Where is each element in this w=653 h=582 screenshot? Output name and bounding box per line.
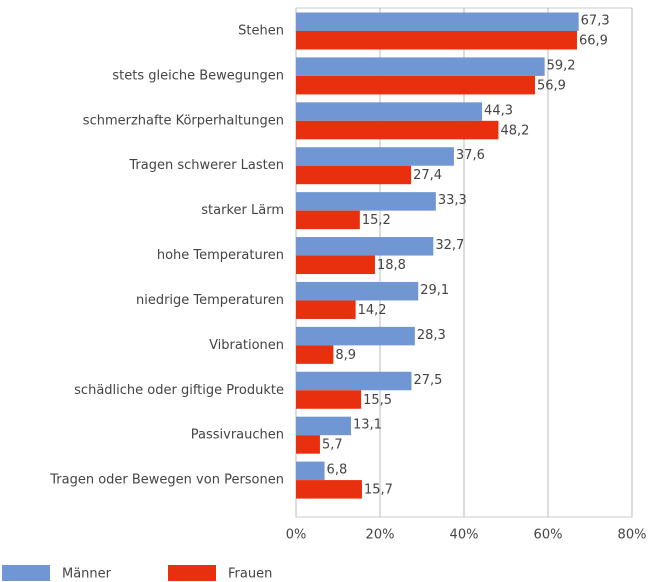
y-tick-label: schädliche oder giftige Produkte [74,383,284,398]
bar [296,147,454,166]
bar [296,371,412,391]
bar [296,57,545,76]
data-label: 13,1 [353,418,382,433]
data-label: 48,2 [500,123,529,138]
bar [296,102,483,121]
bar [296,165,412,185]
data-label: 27,5 [414,373,443,388]
bar [296,255,375,275]
data-label: 15,5 [363,393,392,408]
bar [296,192,436,211]
y-tick-label: Tragen schwerer Lasten [128,158,284,173]
data-label: 33,3 [438,193,467,208]
data-label: 66,9 [579,34,608,49]
y-tick-label: Passivrauchen [191,428,284,443]
y-tick-label: niedrige Temperaturen [136,293,284,308]
x-tick-label: 0% [286,528,307,543]
data-label: 5,7 [322,438,343,453]
data-label: 29,1 [420,283,449,298]
bar [296,461,325,481]
y-tick-label: Tragen oder Bewegen von Personen [49,473,284,488]
bar [296,12,579,31]
y-tick-label: Stehen [238,24,284,39]
bar [296,75,535,95]
y-tick-label: starker Lärm [201,203,284,218]
bar [296,390,362,409]
bar [296,435,320,454]
legend-label: Männer [62,567,112,582]
x-tick-label: 60% [534,528,563,543]
data-label: 56,9 [537,78,566,93]
y-tick-label: hohe Temperaturen [157,248,284,263]
bar [296,210,360,230]
bar [296,416,352,436]
y-tick-label: schmerzhafte Körperhaltungen [83,113,284,128]
bar [296,480,362,499]
bar [296,300,356,319]
y-tick-label: Vibrationen [209,338,284,353]
bar [296,237,434,256]
bar [296,281,419,301]
data-label: 28,3 [417,328,446,343]
data-label: 14,2 [358,303,387,318]
data-label: 32,7 [435,238,464,253]
data-label: 67,3 [581,14,610,29]
bar [296,326,415,346]
data-label: 27,4 [413,168,442,183]
x-tick-label: 40% [450,528,479,543]
x-tick-label: 20% [366,528,395,543]
bar [296,345,334,364]
data-label: 59,2 [547,58,576,73]
data-label: 18,8 [377,258,406,273]
legend-label: Frauen [228,567,272,582]
bar [296,31,577,50]
data-label: 15,2 [362,213,391,228]
y-tick-label: stets gleiche Bewegungen [112,68,284,83]
data-label: 37,6 [456,148,485,163]
data-label: 8,9 [335,348,356,363]
data-label: 44,3 [484,103,513,118]
bar [296,120,499,140]
data-label: 6,8 [327,463,348,478]
legend-swatch [168,565,216,581]
data-label: 15,7 [364,483,393,498]
legend-swatch [2,565,50,581]
x-tick-label: 80% [618,528,647,543]
